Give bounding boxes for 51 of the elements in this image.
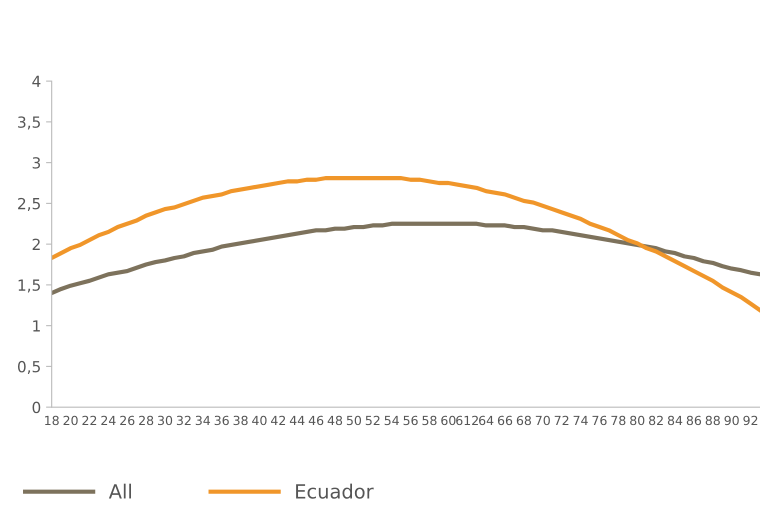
y-tick-label: 1,5 <box>18 280 40 292</box>
x-tick-label: 38 <box>234 416 248 426</box>
x-tick-label: 68 <box>516 416 531 426</box>
x-tick-label: 80 <box>630 416 644 426</box>
x-tick-label: 30 <box>158 416 172 426</box>
x-tick-label: 92 <box>743 416 758 426</box>
x-tick-label: 70 <box>536 416 550 426</box>
x-tick-label: 20 <box>64 416 78 426</box>
y-tick-label: 4 <box>32 76 40 87</box>
y-tick-label: 3 <box>32 157 40 169</box>
x-tick-label: 90 <box>724 416 739 426</box>
x-tick-label: 72 <box>554 416 568 425</box>
x-tick-label: 32 <box>176 416 191 426</box>
x-tick-label: 82 <box>649 416 663 426</box>
x-tick-label: 28 <box>139 416 154 426</box>
y-tick-label: 0,5 <box>18 360 40 374</box>
x-tick-label: 84 <box>668 416 682 426</box>
x-tick-label: 56 <box>404 416 418 426</box>
x-tick-label: 26 <box>120 416 134 426</box>
y-tick-label: 2,5 <box>18 198 40 211</box>
y-tick-label: 1 <box>33 320 40 332</box>
legend-label: All <box>108 484 131 498</box>
x-tick-label: 88 <box>706 416 720 426</box>
x-tick-label: 42 <box>271 416 286 425</box>
x-tick-label: 54 <box>384 416 399 426</box>
x-tick-label: 58 <box>422 416 437 426</box>
x-tick-label: 60 <box>441 416 456 426</box>
y-tick-label: 0 <box>32 402 40 414</box>
x-tick-label: 66 <box>498 416 512 426</box>
x-tick-label: 78 <box>611 416 626 426</box>
x-tick-label: 86 <box>686 416 702 426</box>
legend-label: Ecuador <box>296 484 374 499</box>
y-tick-label: 2 <box>32 238 40 250</box>
x-tick-label: 36 <box>214 416 229 426</box>
x-tick-label: 46 <box>308 416 324 426</box>
x-tick-label: 64 <box>479 416 494 426</box>
x-tick-label: 40 <box>252 416 267 426</box>
x-tick-label: 76 <box>592 416 607 426</box>
x-tick-label: 22 <box>82 416 96 425</box>
x-tick-label: 34 <box>196 416 210 426</box>
x-tick-label: 74 <box>574 416 588 425</box>
x-tick-label: 24 <box>101 416 116 425</box>
x-tick-label: 52 <box>366 416 380 426</box>
line-series <box>52 222 760 296</box>
x-tick-label: 612 <box>456 416 478 426</box>
x-tick-label: 50 <box>346 416 362 426</box>
x-tick-label: 44 <box>290 416 304 425</box>
y-tick-label: 3,5 <box>18 116 40 130</box>
x-tick-label: 48 <box>328 416 342 426</box>
line-series <box>52 176 760 312</box>
x-tick-label: 18 <box>45 416 59 426</box>
